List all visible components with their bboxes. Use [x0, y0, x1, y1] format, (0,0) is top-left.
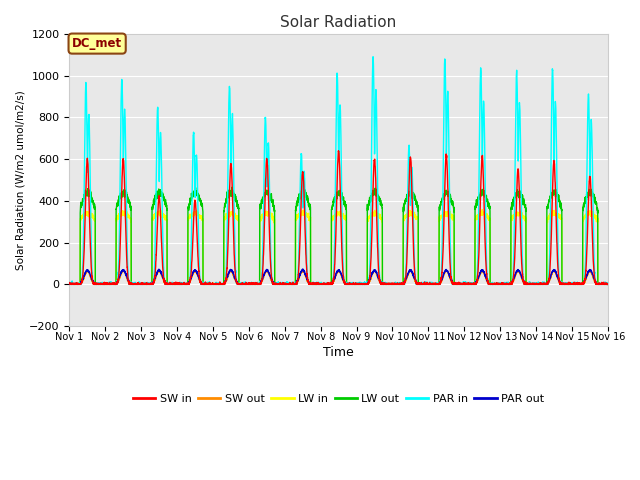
Text: DC_met: DC_met	[72, 37, 122, 50]
Legend: SW in, SW out, LW in, LW out, PAR in, PAR out: SW in, SW out, LW in, LW out, PAR in, PA…	[129, 389, 548, 408]
X-axis label: Time: Time	[323, 347, 354, 360]
Title: Solar Radiation: Solar Radiation	[280, 15, 397, 30]
Y-axis label: Solar Radiation (W/m2 umol/m2/s): Solar Radiation (W/m2 umol/m2/s)	[15, 90, 25, 270]
